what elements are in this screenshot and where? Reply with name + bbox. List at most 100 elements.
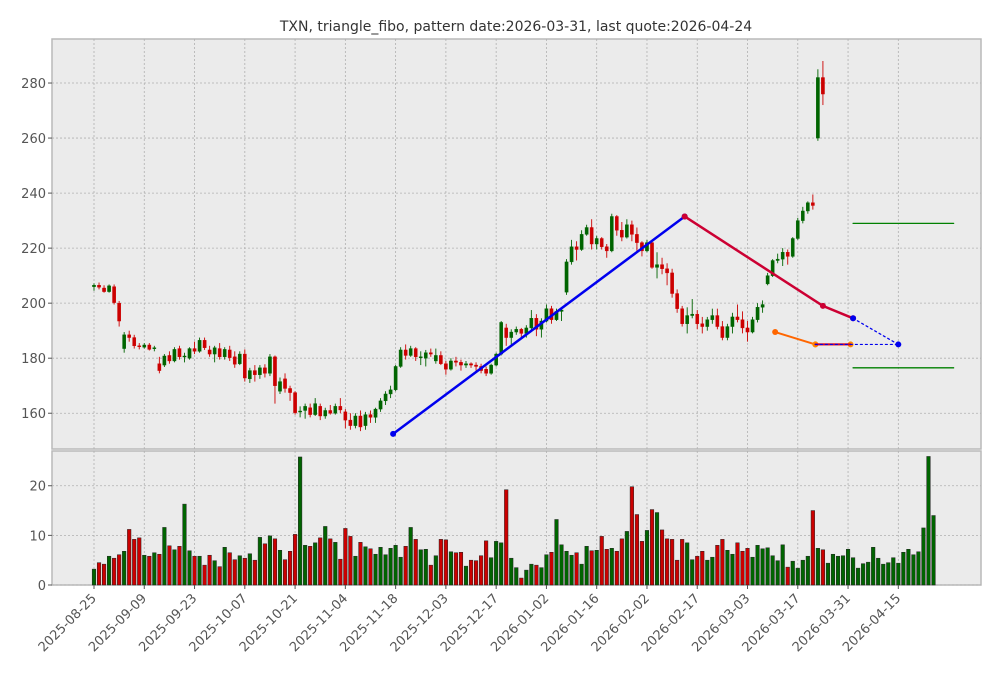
volume-bar xyxy=(408,527,413,586)
candle-body xyxy=(775,258,780,261)
candle-body xyxy=(695,313,700,324)
volume-bar xyxy=(866,561,871,586)
volume-bar xyxy=(660,529,665,586)
volume-bar xyxy=(619,538,624,586)
candle-body xyxy=(298,410,302,413)
volume-bar xyxy=(132,539,137,586)
candle-body xyxy=(680,308,684,324)
volume-bar xyxy=(720,539,725,586)
pattern-lines xyxy=(390,213,955,437)
candle-body xyxy=(650,242,654,268)
volume-bar xyxy=(293,534,298,586)
volume-bar xyxy=(820,549,825,586)
volume-bar xyxy=(906,549,911,586)
price-tick-label: 240 xyxy=(21,187,46,202)
volume-bar xyxy=(624,531,629,586)
candle-body xyxy=(484,369,488,374)
candle-body xyxy=(278,381,282,392)
candle-body xyxy=(795,220,800,239)
candle-body xyxy=(253,370,257,375)
volume-bar xyxy=(102,563,107,586)
volume-bar xyxy=(760,548,765,586)
candle-body xyxy=(584,227,589,235)
volume-panel xyxy=(51,450,982,586)
volume-bar xyxy=(700,551,705,586)
volume-bar xyxy=(187,550,192,586)
pattern-marker xyxy=(819,302,826,309)
volume-bar xyxy=(308,546,313,586)
price-tick-label: 280 xyxy=(21,77,46,92)
candle-body xyxy=(604,246,609,252)
volume-bar xyxy=(428,564,433,586)
volume-bar xyxy=(670,539,675,586)
candle-body xyxy=(750,319,755,333)
candle-body xyxy=(147,344,152,350)
candle-body xyxy=(499,322,503,355)
volume-bar xyxy=(257,537,262,586)
candle-body xyxy=(811,202,815,206)
candle-body xyxy=(675,293,679,309)
candle-body xyxy=(615,216,619,231)
candle-body xyxy=(574,246,579,250)
volume-bar xyxy=(418,549,423,586)
volume-bar xyxy=(715,545,720,586)
candle-body xyxy=(423,352,428,359)
candle-body xyxy=(318,406,323,417)
candle-body xyxy=(444,363,448,370)
candle-body xyxy=(710,315,715,320)
volume-bar xyxy=(182,503,187,586)
candle-body xyxy=(398,349,403,367)
candle-body xyxy=(177,348,182,358)
candle-body xyxy=(670,272,674,294)
volume-bar xyxy=(252,559,257,586)
pattern-marker xyxy=(681,213,688,220)
volume-bar xyxy=(680,539,685,586)
volume-bar xyxy=(318,537,323,586)
volume-bar xyxy=(212,560,217,586)
pattern-marker xyxy=(895,341,902,348)
candle-body xyxy=(685,315,689,324)
volume-bar xyxy=(524,569,529,586)
price-panel xyxy=(51,38,982,450)
volume-bar xyxy=(529,563,534,586)
candle-body xyxy=(368,414,373,418)
candle-body xyxy=(117,302,121,322)
volume-bar xyxy=(202,564,207,586)
candle-body xyxy=(449,360,453,370)
volume-bar xyxy=(142,554,147,586)
volume-bar xyxy=(167,545,172,586)
volume-bar xyxy=(644,530,650,586)
volume-bar xyxy=(177,546,182,586)
volume-bar xyxy=(604,549,609,586)
volume-bar xyxy=(790,560,795,586)
volume-bar xyxy=(388,548,393,586)
volume-bar xyxy=(785,566,790,586)
candle-body xyxy=(770,260,775,276)
candle-body xyxy=(579,234,584,250)
candle-body xyxy=(348,419,353,426)
volume-bar xyxy=(267,535,272,586)
volume-bar xyxy=(755,545,760,586)
candle-body xyxy=(207,349,212,355)
volume-bar xyxy=(227,552,232,586)
candle-body xyxy=(107,285,111,292)
volume-bar xyxy=(393,545,398,586)
candle-body xyxy=(102,287,106,292)
volume-bar xyxy=(695,555,700,586)
candle-body xyxy=(122,334,126,349)
volume-bar xyxy=(835,555,841,586)
volume-bar xyxy=(800,559,805,586)
candle-body xyxy=(192,348,197,352)
volume-bar xyxy=(403,546,408,586)
volume-bar xyxy=(775,560,780,586)
pattern-marker xyxy=(390,430,397,437)
candle-body xyxy=(780,252,785,260)
volume-bar xyxy=(272,538,278,586)
volume-bar xyxy=(805,555,810,586)
volume-bar xyxy=(107,555,112,586)
candle-body xyxy=(132,337,137,347)
candle-body xyxy=(755,307,760,320)
volume-bar xyxy=(232,559,237,586)
